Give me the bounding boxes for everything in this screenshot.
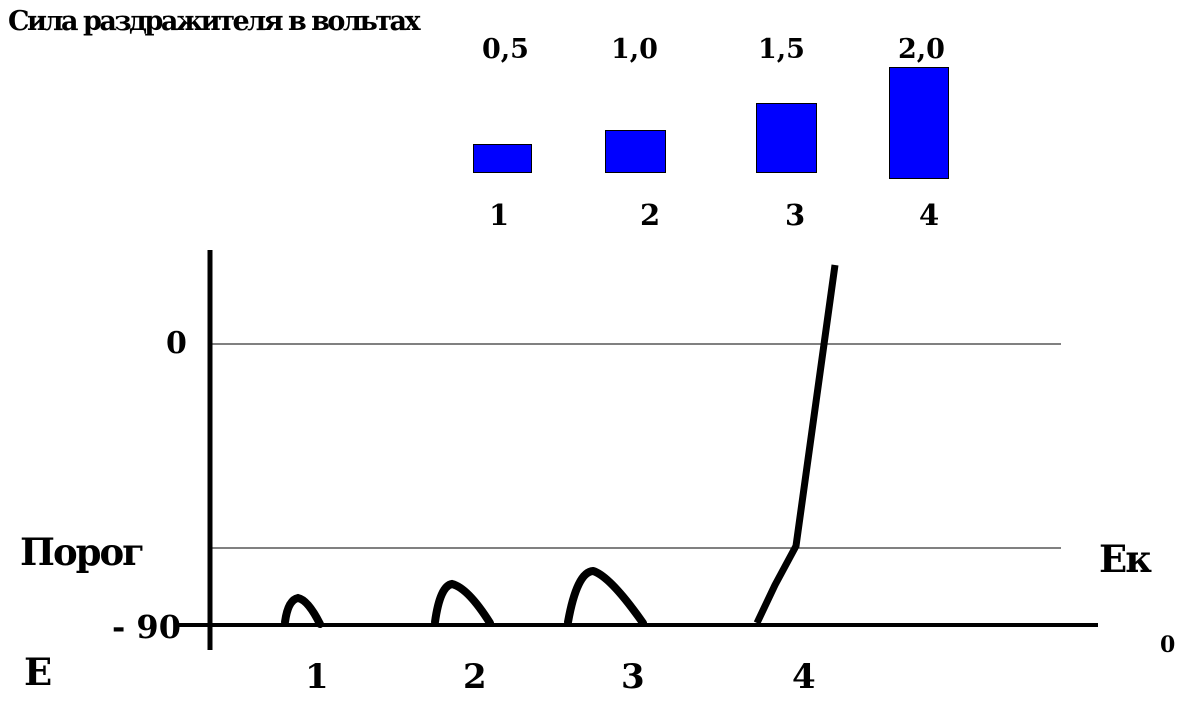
stimulus-number-3: 3 xyxy=(785,198,806,232)
stimulus-number-1: 1 xyxy=(489,198,510,232)
rest-potential-label: - 90 xyxy=(112,608,181,646)
stimulus-voltage-1: 0,5 xyxy=(482,34,529,65)
x-label-1: 1 xyxy=(305,657,329,697)
stimulus-voltage-2: 1,0 xyxy=(611,34,658,65)
x-label-4: 4 xyxy=(792,657,816,697)
stimulus-number-2: 2 xyxy=(640,198,661,232)
stimulus-bar-2 xyxy=(605,130,666,173)
stimulus-voltage-3: 1,5 xyxy=(758,34,805,65)
stimulus-bar-4 xyxy=(889,67,949,179)
subthreshold-response-2 xyxy=(431,579,494,627)
subthreshold-response-1 xyxy=(281,593,324,628)
stimulus-voltage-4: 2,0 xyxy=(898,34,945,65)
stimulus-number-4: 4 xyxy=(919,198,940,232)
subthreshold-response-3 xyxy=(564,566,647,627)
chart-title: Сила раздражителя в вольтах xyxy=(8,6,421,37)
x-label-2: 2 xyxy=(463,657,487,697)
zero-label: 0 xyxy=(166,326,187,361)
stimulus-bar-1 xyxy=(473,144,532,173)
y-axis-label: E xyxy=(24,650,52,694)
ek-label: Eк xyxy=(1099,537,1152,581)
origin-label: 0 xyxy=(1160,632,1176,658)
x-label-3: 3 xyxy=(621,657,645,697)
action-potential-4 xyxy=(753,264,839,625)
threshold-label: Порог xyxy=(20,530,145,574)
stimulus-bar-3 xyxy=(756,103,817,173)
